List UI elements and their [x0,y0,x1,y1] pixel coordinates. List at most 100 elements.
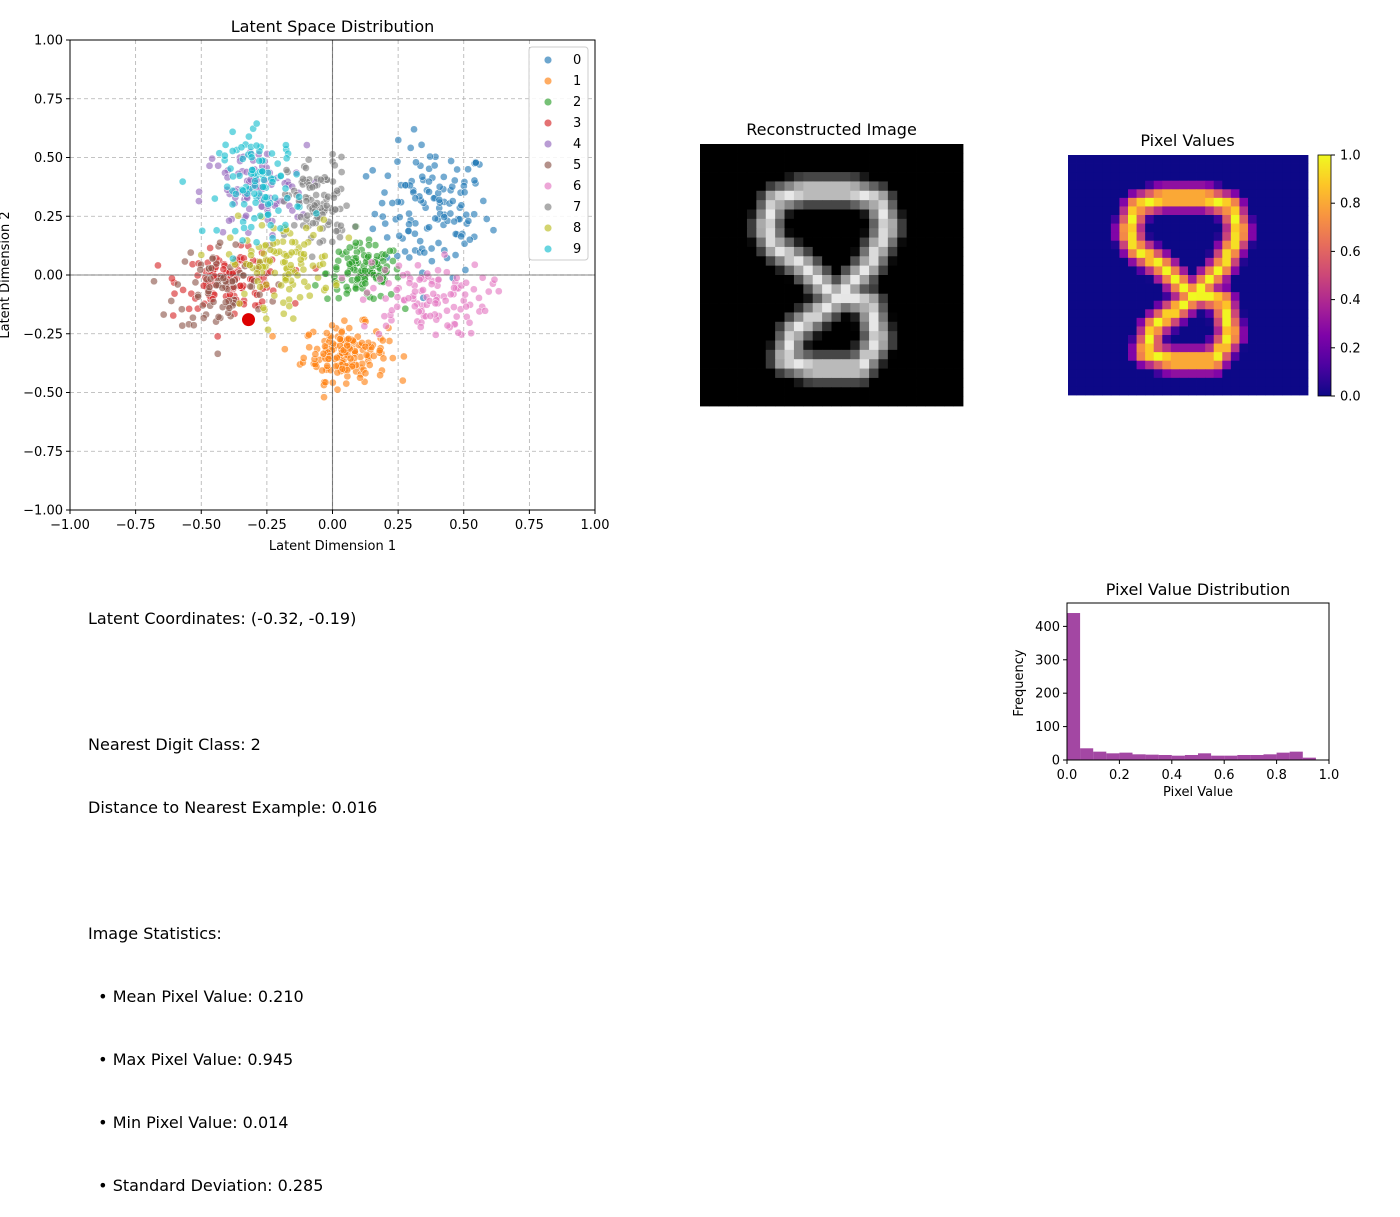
point-class-8 [240,290,249,298]
image-pixel [1299,240,1309,250]
image-pixel [1265,377,1275,387]
image-pixel [756,293,767,304]
image-pixel [709,228,720,238]
point-class-0 [401,181,410,190]
image-pixel [1196,172,1206,182]
histogram-bar [1276,752,1290,760]
point-class-9 [240,224,248,232]
image-pixel [1162,155,1172,164]
image-pixel [944,153,955,164]
image-pixel [1145,172,1155,182]
image-pixel [784,359,795,369]
image-pixel [906,321,917,332]
image-pixel [718,237,729,248]
image-pixel [1290,292,1300,302]
image-pixel [1205,197,1215,207]
image-pixel [1196,352,1206,362]
image-pixel [831,228,842,238]
image-pixel [850,218,861,229]
image-pixel [803,331,814,341]
image-pixel [925,359,936,369]
scatter-ylabel: Latent Dimension 2 [0,211,13,338]
image-pixel [822,209,832,220]
image-pixel [1170,240,1180,250]
stats-line: Nearest Digit Class: 2 [88,735,261,754]
point-class-6 [410,302,419,311]
image-pixel [850,237,861,248]
point-class-6 [376,275,384,283]
image-pixel [1256,275,1266,284]
image-pixel [756,284,767,295]
point-class-8 [235,299,244,308]
point-class-1 [398,376,407,385]
image-pixel [1102,300,1112,310]
histogram-bar [1171,755,1185,760]
image-pixel [1213,300,1223,310]
image-pixel [1248,317,1257,327]
image-pixel [728,377,738,388]
image-pixel [1290,360,1300,370]
image-pixel [1076,215,1086,224]
image-pixel [869,265,879,276]
image-pixel [1170,232,1180,242]
image-pixel [1068,172,1077,182]
image-pixel [1290,240,1300,250]
point-class-0 [450,217,459,226]
image-pixel [700,303,710,313]
image-pixel [878,218,889,229]
image-pixel [1265,172,1275,182]
image-pixel [1162,377,1172,387]
image-pixel [793,349,804,360]
image-pixel [953,303,964,313]
image-pixel [1076,352,1086,362]
image-pixel [916,284,926,295]
image-pixel [897,218,908,229]
point-class-9 [266,221,275,230]
point-class-5 [228,277,237,285]
image-pixel [1205,343,1215,353]
image-pixel [1239,275,1249,284]
image-pixel [718,181,729,192]
image-pixel [925,331,936,341]
image-pixel [1273,240,1283,250]
image-pixel [1179,215,1189,224]
point-class-8 [264,325,272,334]
image-pixel [1093,197,1103,207]
image-pixel [756,190,767,201]
histogram-bar [1184,754,1198,760]
point-class-6 [429,289,438,298]
image-pixel [906,387,917,398]
image-pixel [1128,300,1137,310]
point-class-2 [364,252,373,261]
image-pixel [775,209,785,220]
image-pixel [812,153,823,164]
image-pixel [1290,155,1300,164]
point-class-5 [255,290,264,299]
image-pixel [916,265,926,276]
image-pixel [1119,189,1129,199]
image-pixel [765,293,776,304]
image-pixel [925,181,936,192]
image-pixel [1102,283,1112,293]
image-pixel [1222,223,1232,233]
image-pixel [859,312,870,323]
image-pixel [953,312,964,323]
image-pixel [1170,223,1180,233]
image-pixel [897,312,908,323]
image-pixel [1162,240,1172,250]
image-pixel [1213,377,1223,387]
image-pixel [1230,155,1240,164]
point-class-7 [317,175,325,184]
image-pixel [906,265,917,276]
image-pixel [850,312,861,323]
point-class-0 [362,172,370,181]
point-class-0 [401,247,409,256]
image-pixel [925,321,936,332]
image-pixel [737,218,748,229]
image-pixel [1085,206,1095,216]
image-pixel [1128,283,1137,293]
image-pixel [1299,292,1309,302]
image-pixel [793,368,804,379]
image-pixel [793,237,804,248]
point-class-6 [363,288,371,297]
